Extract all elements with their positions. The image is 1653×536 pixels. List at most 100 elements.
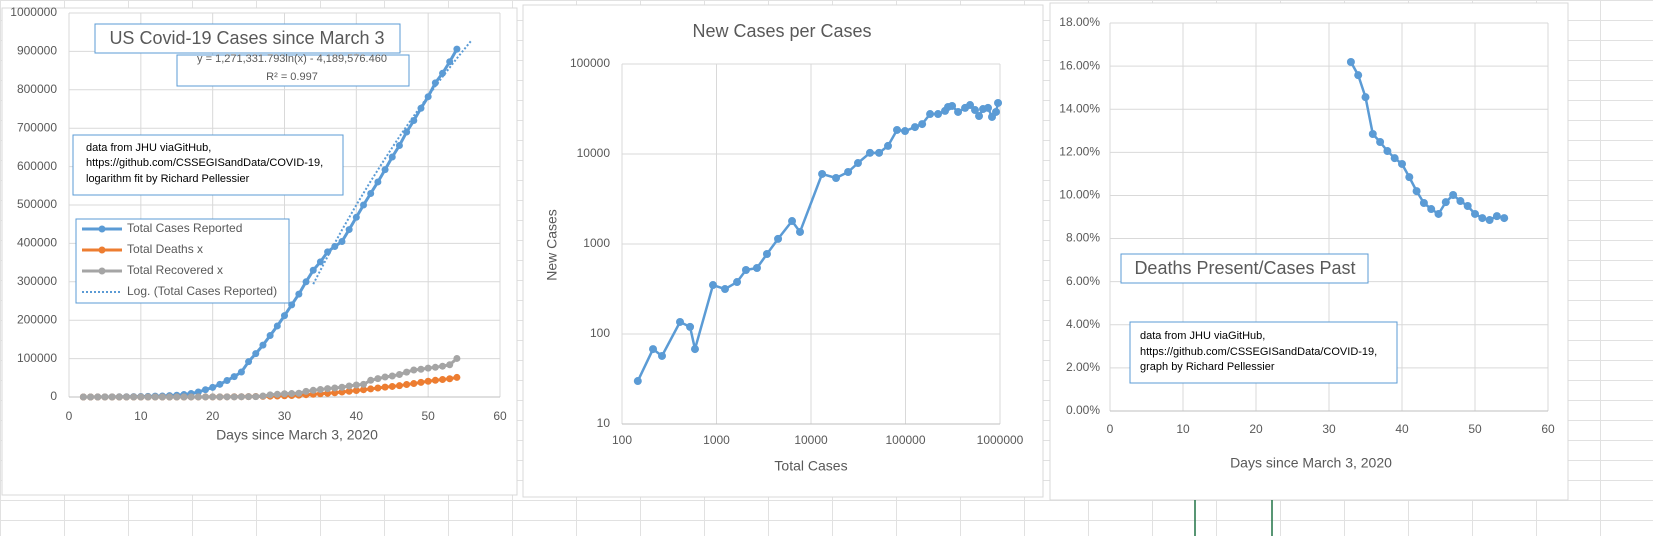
data-point [1456,197,1465,206]
data-point [1463,202,1472,211]
data-point [410,380,418,388]
x-tick-label: 10000 [794,433,828,447]
data-point [954,107,963,116]
data-point [259,392,267,400]
data-point [388,372,396,380]
data-point [331,389,339,397]
note-box [72,134,344,196]
data-point [367,385,375,393]
x-tick-label: 50 [421,409,435,423]
y-tick-label: 8.00% [1066,231,1100,245]
legend-label: Log. (Total Cases Reported) [127,284,277,298]
data-point [1390,154,1399,163]
annotation: R² = 0.997 [266,71,318,83]
data-point [324,248,332,256]
x-tick-label: 10 [134,409,148,423]
data-point [316,385,324,393]
data-point [1471,209,1479,218]
data-point [352,386,360,394]
data-point [1441,198,1450,207]
data-point [288,301,296,309]
note: logarithm fit by Richard Pellessier [86,173,250,185]
x-tick-label: 40 [1395,422,1409,436]
note: data from JHU viaGitHub, [1140,330,1265,342]
y-tick-label: 12.00% [1059,145,1100,159]
data-point [345,226,353,234]
data-point [201,386,209,394]
data-point [252,393,260,401]
data-point [374,384,382,392]
data-point [194,388,202,396]
data-point [1412,187,1421,196]
y-tick-label: 900000 [17,44,57,58]
data-point [1449,191,1458,200]
data-point [144,393,152,401]
data-point [844,167,853,176]
note-box [1129,321,1398,384]
data-point [345,387,353,395]
data-point [295,389,303,397]
data-point [1383,147,1392,156]
y-tick-label: 14.00% [1059,101,1100,115]
y-tick-label: 1000000 [10,5,57,19]
data-point [345,382,353,390]
x-tick-label: 60 [493,409,507,423]
data-point [237,368,245,376]
data-point [948,101,957,110]
y-tick-label: 18.00% [1059,15,1100,29]
data-point [1354,71,1363,80]
data-point [424,364,432,372]
y-tick-label: 300000 [17,274,57,288]
y-tick-label: 800000 [17,82,57,96]
data-point [966,101,975,110]
data-point [137,393,145,401]
data-point [245,358,253,366]
data-point [381,383,389,391]
legend-box [75,218,290,304]
note: https://github.com/CSSEGISandData/COVID-… [1140,346,1377,358]
chart-title: US Covid-19 Cases since March 3 [109,28,384,48]
data-point [431,363,439,371]
data-point [273,390,281,398]
data-point [388,153,396,161]
data-point [453,373,461,381]
y-tick-label: 10.00% [1059,188,1100,202]
data-point [741,266,750,275]
data-point [657,351,666,360]
data-point [788,217,797,226]
data-point [733,278,742,287]
y-tick-label: 100000 [570,56,610,70]
data-point [446,375,454,383]
data-point [94,393,102,401]
data-point [309,386,317,394]
y-tick-label: 6.00% [1066,274,1100,288]
chart-area [1049,2,1569,501]
data-point [223,376,231,384]
data-point [245,393,253,401]
data-point [360,386,368,394]
data-point [832,174,841,183]
data-point [230,373,238,381]
data-point [281,390,288,398]
data-point [395,382,403,390]
data-point [360,201,368,209]
legend-marker [98,225,106,233]
data-point [918,120,927,129]
legend-label: Total Deaths x [127,242,203,256]
x-axis-label: Total Cases [774,458,847,474]
data-point [971,106,980,115]
data-point [216,380,224,388]
x-tick-label: 30 [278,409,292,423]
legend-marker [98,246,106,254]
data-point [893,125,902,134]
x-tick-label: 1000 [703,433,730,447]
data-point [410,366,418,374]
data-point [302,278,310,286]
data-point [446,58,454,66]
data-point [273,322,281,330]
data-point [288,390,296,398]
data-point [295,290,303,298]
data-point [324,385,332,393]
y-tick-label: 10000 [577,146,611,160]
